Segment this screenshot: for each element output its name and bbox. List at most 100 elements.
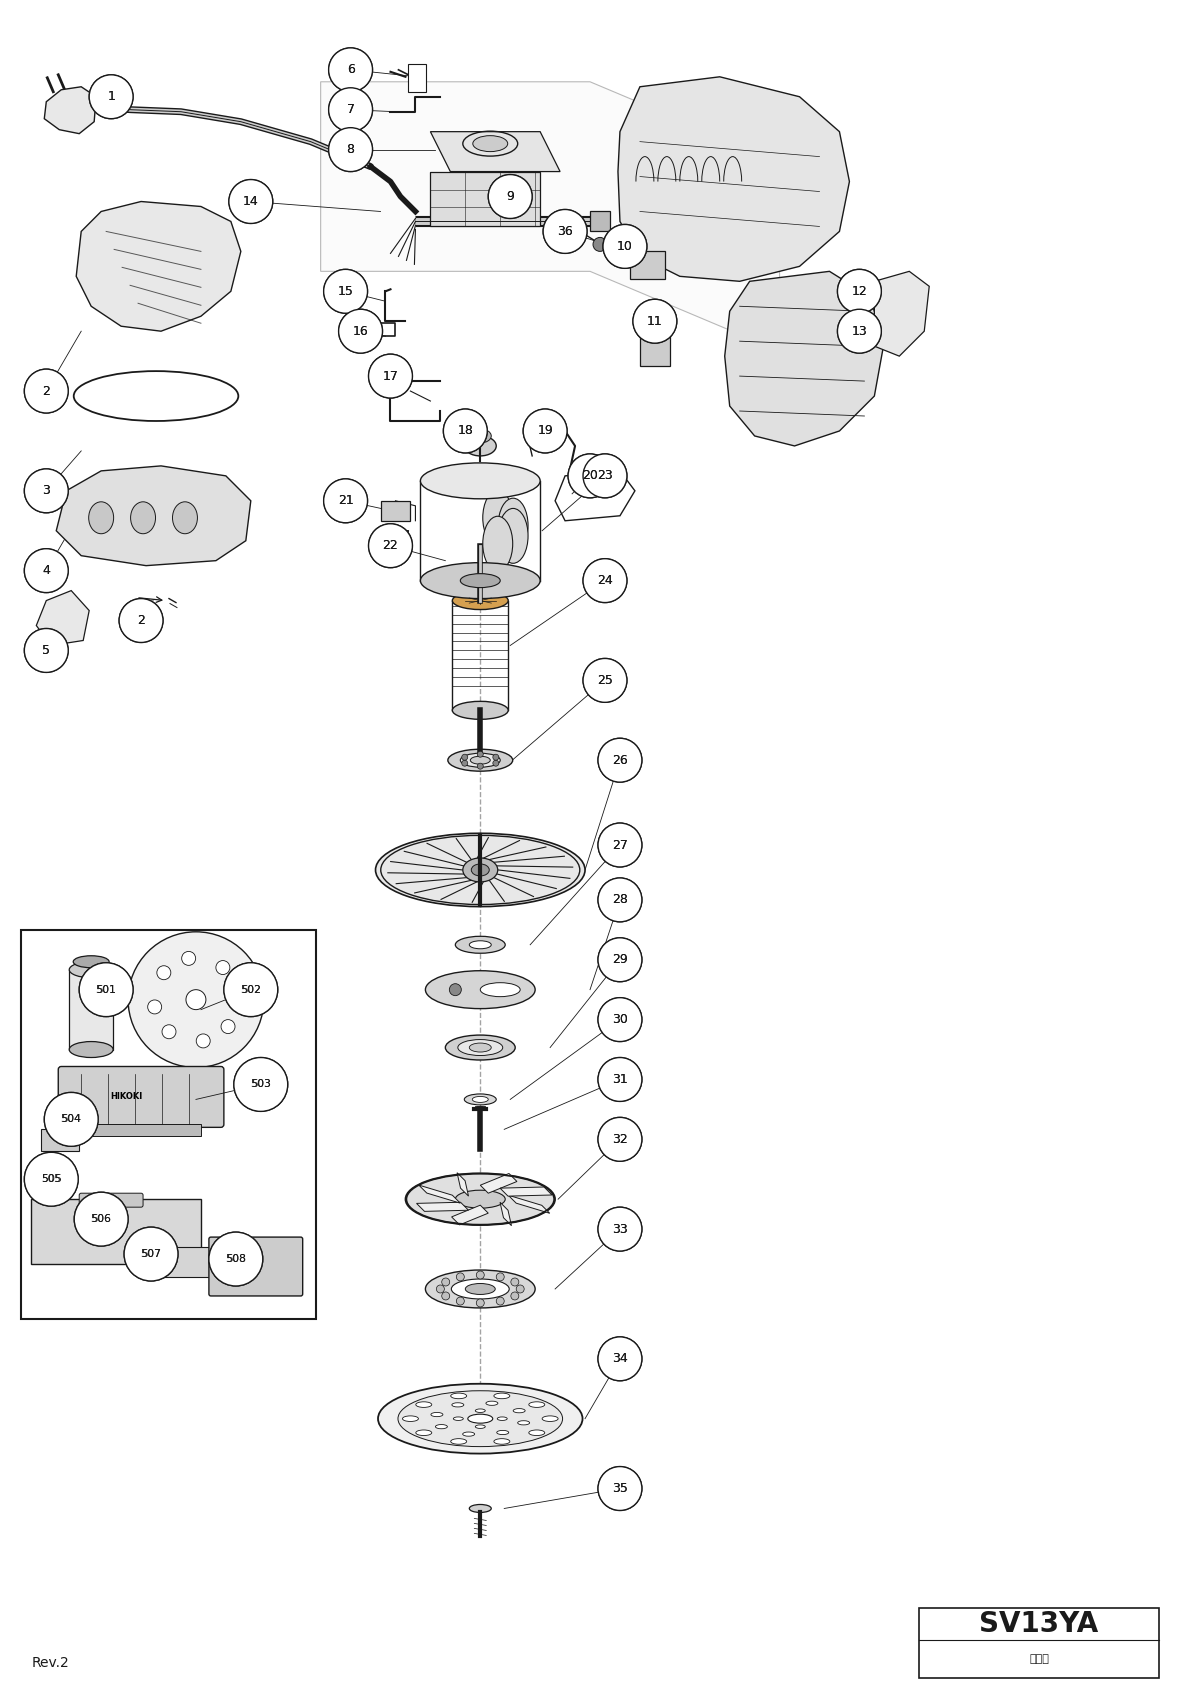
Circle shape bbox=[368, 355, 413, 399]
Ellipse shape bbox=[469, 1044, 491, 1052]
Ellipse shape bbox=[475, 1425, 485, 1429]
Text: 14: 14 bbox=[242, 195, 259, 209]
Circle shape bbox=[544, 209, 587, 253]
Ellipse shape bbox=[436, 1424, 448, 1429]
Text: 20: 20 bbox=[582, 470, 598, 482]
Circle shape bbox=[186, 989, 206, 1010]
Circle shape bbox=[24, 628, 68, 672]
Circle shape bbox=[24, 1152, 78, 1207]
Circle shape bbox=[598, 1057, 642, 1101]
Text: 504: 504 bbox=[61, 1115, 82, 1125]
Circle shape bbox=[324, 479, 367, 523]
Circle shape bbox=[157, 966, 170, 979]
Circle shape bbox=[124, 1227, 178, 1281]
Polygon shape bbox=[320, 81, 780, 351]
Text: 32: 32 bbox=[612, 1134, 628, 1145]
Circle shape bbox=[598, 1117, 642, 1161]
Circle shape bbox=[568, 453, 612, 497]
Text: 23: 23 bbox=[598, 470, 613, 482]
Circle shape bbox=[442, 1278, 450, 1286]
Text: 503: 503 bbox=[251, 1079, 271, 1089]
Text: 35: 35 bbox=[612, 1481, 628, 1495]
Ellipse shape bbox=[131, 502, 156, 535]
Ellipse shape bbox=[451, 1439, 467, 1444]
Circle shape bbox=[216, 961, 230, 974]
Polygon shape bbox=[480, 1174, 517, 1193]
Text: 13: 13 bbox=[852, 324, 868, 338]
Polygon shape bbox=[44, 87, 96, 134]
Circle shape bbox=[442, 1291, 450, 1300]
Ellipse shape bbox=[402, 1415, 419, 1422]
Ellipse shape bbox=[445, 1035, 515, 1061]
Circle shape bbox=[602, 224, 647, 268]
Ellipse shape bbox=[482, 516, 512, 572]
Ellipse shape bbox=[455, 937, 505, 954]
Text: 501: 501 bbox=[96, 984, 116, 994]
Polygon shape bbox=[725, 272, 884, 446]
Ellipse shape bbox=[452, 1403, 464, 1407]
Circle shape bbox=[516, 1285, 524, 1293]
Text: 11: 11 bbox=[647, 314, 662, 328]
Polygon shape bbox=[419, 1185, 461, 1203]
Text: 4: 4 bbox=[42, 563, 50, 577]
Circle shape bbox=[24, 1152, 78, 1207]
Circle shape bbox=[181, 952, 196, 966]
Circle shape bbox=[598, 877, 642, 921]
Circle shape bbox=[89, 75, 133, 119]
Circle shape bbox=[598, 1117, 642, 1161]
Circle shape bbox=[598, 998, 642, 1042]
Ellipse shape bbox=[398, 1392, 563, 1446]
Circle shape bbox=[462, 760, 468, 765]
Ellipse shape bbox=[420, 463, 540, 499]
Polygon shape bbox=[500, 1186, 552, 1196]
Text: 507: 507 bbox=[140, 1249, 162, 1259]
Text: SV13YA: SV13YA bbox=[979, 1609, 1099, 1638]
Ellipse shape bbox=[448, 750, 512, 770]
Circle shape bbox=[838, 309, 881, 353]
Ellipse shape bbox=[486, 1402, 498, 1405]
Text: 502: 502 bbox=[241, 984, 260, 994]
Text: 3: 3 bbox=[42, 484, 50, 497]
Text: 506: 506 bbox=[91, 1213, 112, 1224]
Text: 22: 22 bbox=[383, 540, 398, 552]
Circle shape bbox=[598, 1057, 642, 1101]
Circle shape bbox=[329, 127, 372, 171]
Text: 2: 2 bbox=[137, 614, 145, 626]
Circle shape bbox=[598, 1337, 642, 1381]
Circle shape bbox=[523, 409, 568, 453]
Text: 26: 26 bbox=[612, 753, 628, 767]
Circle shape bbox=[497, 1297, 504, 1305]
Text: 31: 31 bbox=[612, 1073, 628, 1086]
Text: 25: 25 bbox=[598, 674, 613, 687]
Circle shape bbox=[598, 823, 642, 867]
Circle shape bbox=[224, 962, 277, 1017]
Polygon shape bbox=[431, 171, 540, 226]
Text: 24: 24 bbox=[598, 574, 613, 587]
Ellipse shape bbox=[498, 509, 528, 563]
Ellipse shape bbox=[415, 1402, 432, 1407]
Ellipse shape bbox=[529, 1431, 545, 1436]
Text: 2: 2 bbox=[137, 614, 145, 626]
FancyBboxPatch shape bbox=[209, 1237, 302, 1297]
Circle shape bbox=[593, 238, 607, 251]
Circle shape bbox=[24, 548, 68, 592]
Circle shape bbox=[598, 998, 642, 1042]
Text: 14: 14 bbox=[242, 195, 259, 209]
Circle shape bbox=[124, 1227, 178, 1281]
Circle shape bbox=[24, 548, 68, 592]
Ellipse shape bbox=[473, 136, 508, 151]
Ellipse shape bbox=[378, 1383, 582, 1454]
Text: 505: 505 bbox=[41, 1174, 61, 1185]
Text: 31: 31 bbox=[612, 1073, 628, 1086]
Text: 34: 34 bbox=[612, 1353, 628, 1366]
FancyBboxPatch shape bbox=[380, 501, 410, 521]
Circle shape bbox=[224, 962, 277, 1017]
Circle shape bbox=[209, 1232, 263, 1286]
Text: 29: 29 bbox=[612, 954, 628, 966]
Circle shape bbox=[368, 524, 413, 568]
Circle shape bbox=[119, 599, 163, 643]
Circle shape bbox=[449, 984, 461, 996]
Circle shape bbox=[368, 524, 413, 568]
Circle shape bbox=[119, 599, 163, 643]
Circle shape bbox=[583, 658, 626, 703]
